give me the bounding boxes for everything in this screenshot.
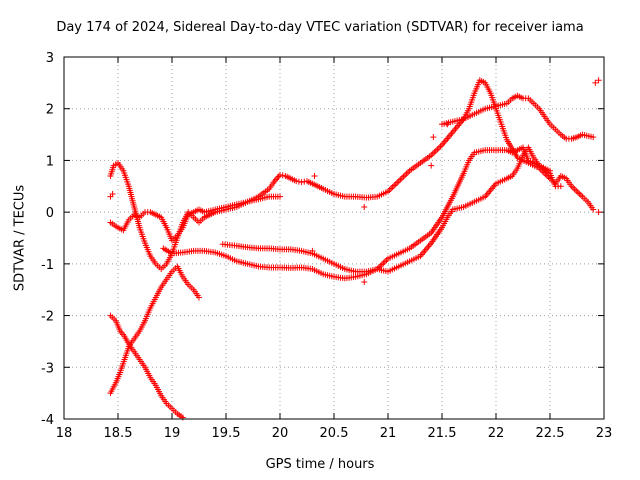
data-point-marker <box>392 181 399 188</box>
data-point-marker <box>398 175 405 182</box>
x-tick-label: 19 <box>164 426 181 441</box>
data-point-marker <box>403 170 410 177</box>
y-tick-label: 0 <box>46 206 54 221</box>
x-tick-label: 21 <box>380 426 397 441</box>
data-point-marker <box>431 149 438 156</box>
data-point-marker <box>395 178 402 185</box>
x-tick-label: 22 <box>488 426 505 441</box>
data-point-marker <box>577 192 584 199</box>
chart-title: Day 174 of 2024, Sidereal Day-to-day VTE… <box>56 20 584 35</box>
data-point-marker <box>388 185 395 192</box>
x-axis-label: GPS time / hours <box>265 457 375 472</box>
data-point-marker <box>592 79 599 86</box>
y-tick-label: 2 <box>46 103 54 118</box>
x-tick-label: 18.5 <box>104 426 133 441</box>
data-point-marker <box>309 247 316 254</box>
y-tick-label: -1 <box>41 258 54 273</box>
data-point-marker <box>389 184 396 191</box>
data-point-marker <box>391 182 398 189</box>
data-point-marker <box>361 203 368 210</box>
data-point-marker <box>274 175 281 182</box>
data-point-marker <box>277 171 283 178</box>
y-tick-label: -2 <box>41 310 54 325</box>
data-point-marker <box>444 121 451 128</box>
x-tick-label: 20 <box>272 426 289 441</box>
data-point-marker <box>429 150 436 157</box>
data-point-marker <box>311 172 318 179</box>
data-point-marker <box>394 179 401 186</box>
data-point-marker <box>595 209 602 216</box>
data-point-marker <box>361 278 368 285</box>
data-point-marker <box>377 263 384 270</box>
data-point-marker <box>590 134 597 141</box>
data-point-marker <box>595 77 602 84</box>
data-point-marker <box>573 187 580 194</box>
x-tick-label: 19.5 <box>212 426 241 441</box>
data-point-marker <box>400 173 407 180</box>
data-point-marker <box>381 258 388 265</box>
data-point-marker <box>279 172 286 179</box>
x-tick-label: 21.5 <box>428 426 457 441</box>
data-point-marker <box>293 178 300 185</box>
x-tick-label: 18 <box>56 426 73 441</box>
data-point-marker <box>272 176 279 183</box>
y-axis-label: SDTVAR / TECUs <box>12 184 28 292</box>
data-point-marker <box>380 260 387 267</box>
data-point-marker <box>570 184 577 191</box>
y-tick-label: -3 <box>41 361 54 376</box>
data-point-marker <box>437 143 444 150</box>
data-point-marker <box>428 162 435 169</box>
data-point-marker <box>432 147 439 154</box>
x-tick-label: 22.5 <box>536 426 565 441</box>
data-markers <box>107 77 602 421</box>
data-point-marker <box>401 172 408 179</box>
y-tick-label: 3 <box>46 51 54 66</box>
data-point-marker <box>590 206 597 213</box>
data-point-marker <box>434 146 441 153</box>
data-point-marker <box>576 190 583 197</box>
data-point-marker <box>405 169 412 176</box>
plot-frame <box>63 56 605 420</box>
data-point-marker <box>277 193 283 200</box>
axis-ticks <box>63 56 605 420</box>
data-point-marker <box>275 173 282 180</box>
data-point-marker <box>547 167 553 174</box>
data-point-marker <box>430 134 437 141</box>
data-point-marker <box>298 179 305 186</box>
data-point-marker <box>397 176 404 183</box>
x-tick-label: 23 <box>596 426 613 441</box>
data-point-marker <box>435 144 442 151</box>
y-tick-label: 1 <box>46 154 54 169</box>
data-point-marker <box>295 178 302 185</box>
data-point-marker <box>571 186 578 193</box>
data-point-marker <box>574 189 581 196</box>
x-tick-label: 20.5 <box>320 426 349 441</box>
data-point-marker <box>557 183 564 190</box>
data-point-marker <box>107 193 114 200</box>
data-point-marker <box>196 294 202 301</box>
y-tick-labels: 3 2 1 0 -1 -2 -3 -4 <box>41 51 54 428</box>
x-tick-labels: 18 18.5 19 19.5 20 20.5 21 21.5 22 22.5 23 <box>56 426 613 441</box>
y-tick-label: -4 <box>41 413 54 428</box>
